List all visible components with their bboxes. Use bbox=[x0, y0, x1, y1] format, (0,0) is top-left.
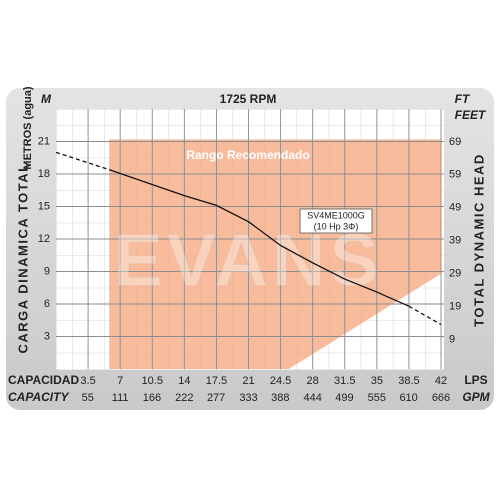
x-tick-label: 35 bbox=[371, 375, 383, 387]
x2-tick-label: 166 bbox=[143, 392, 161, 404]
x-tick-label: 3.5 bbox=[80, 375, 95, 387]
y2-unit: FT bbox=[455, 92, 471, 106]
y2-title: TOTAL DYNAMIC HEAD bbox=[471, 153, 486, 327]
y2-tick-label: 69 bbox=[449, 136, 461, 148]
y-label: METROS (agua) bbox=[22, 86, 34, 169]
x-unit: LPS bbox=[464, 373, 487, 387]
y-tick-label: 15 bbox=[38, 200, 50, 212]
series-label-box bbox=[299, 208, 373, 234]
x2-tick-label: 444 bbox=[303, 392, 321, 404]
x2-tick-label: 555 bbox=[368, 392, 386, 404]
x2-tick-label: 499 bbox=[335, 392, 353, 404]
x-label: CAPACIDAD bbox=[8, 373, 79, 387]
x2-unit: GPM bbox=[462, 390, 490, 404]
y2-tick-label: 29 bbox=[449, 267, 461, 279]
recommended-region bbox=[109, 139, 442, 369]
y-tick-label: 6 bbox=[44, 298, 50, 310]
x2-label: CAPACITY bbox=[8, 390, 69, 404]
x-tick-label: 28 bbox=[307, 375, 319, 387]
y2-unit-long: FEET bbox=[455, 108, 487, 122]
x-tick-label: 31.5 bbox=[334, 375, 355, 387]
y-tick-label: 3 bbox=[44, 330, 50, 342]
x-tick-label: 10.5 bbox=[142, 375, 163, 387]
region-label: Rango Recomendado bbox=[186, 148, 309, 162]
x-tick-label: 7 bbox=[117, 375, 123, 387]
pump-curve bbox=[55, 151, 110, 171]
y2-tick-label: 59 bbox=[449, 169, 461, 181]
x-tick-label: 17.5 bbox=[206, 375, 227, 387]
x-tick-label: 38.5 bbox=[398, 375, 419, 387]
y-title: CARGA DINAMICA TOTAL bbox=[15, 162, 30, 353]
y-unit: M bbox=[41, 92, 52, 106]
y-tick-label: 18 bbox=[38, 168, 50, 180]
y2-tick-label: 19 bbox=[449, 300, 461, 312]
x2-tick-label: 666 bbox=[432, 392, 450, 404]
x2-tick-label: 222 bbox=[175, 392, 193, 404]
x2-tick-label: 610 bbox=[399, 392, 417, 404]
x-tick-label: 24.5 bbox=[270, 375, 291, 387]
y2-tick-label: 9 bbox=[449, 333, 455, 345]
y2-tick-label: 49 bbox=[449, 202, 461, 214]
x2-tick-label: 55 bbox=[82, 392, 94, 404]
pump-curve bbox=[408, 305, 442, 326]
series-name: SV4ME1000G bbox=[307, 210, 365, 220]
chart-title: 1725 RPM bbox=[220, 92, 277, 106]
x2-tick-label: 333 bbox=[239, 392, 257, 404]
y-tick-label: 9 bbox=[44, 265, 50, 277]
x2-tick-label: 388 bbox=[271, 392, 289, 404]
y2-tick-label: 39 bbox=[449, 235, 461, 247]
series-note: (10 Hp 3Φ) bbox=[314, 221, 359, 231]
pump-curve bbox=[108, 169, 410, 307]
x2-tick-label: 277 bbox=[207, 392, 225, 404]
y-tick-label: 12 bbox=[38, 233, 50, 245]
x2-tick-label: 111 bbox=[112, 392, 129, 404]
x-tick-label: 42 bbox=[435, 375, 447, 387]
x-tick-label: 14 bbox=[178, 375, 190, 387]
y-tick-label: 21 bbox=[38, 135, 50, 147]
x-tick-label: 21 bbox=[242, 375, 254, 387]
